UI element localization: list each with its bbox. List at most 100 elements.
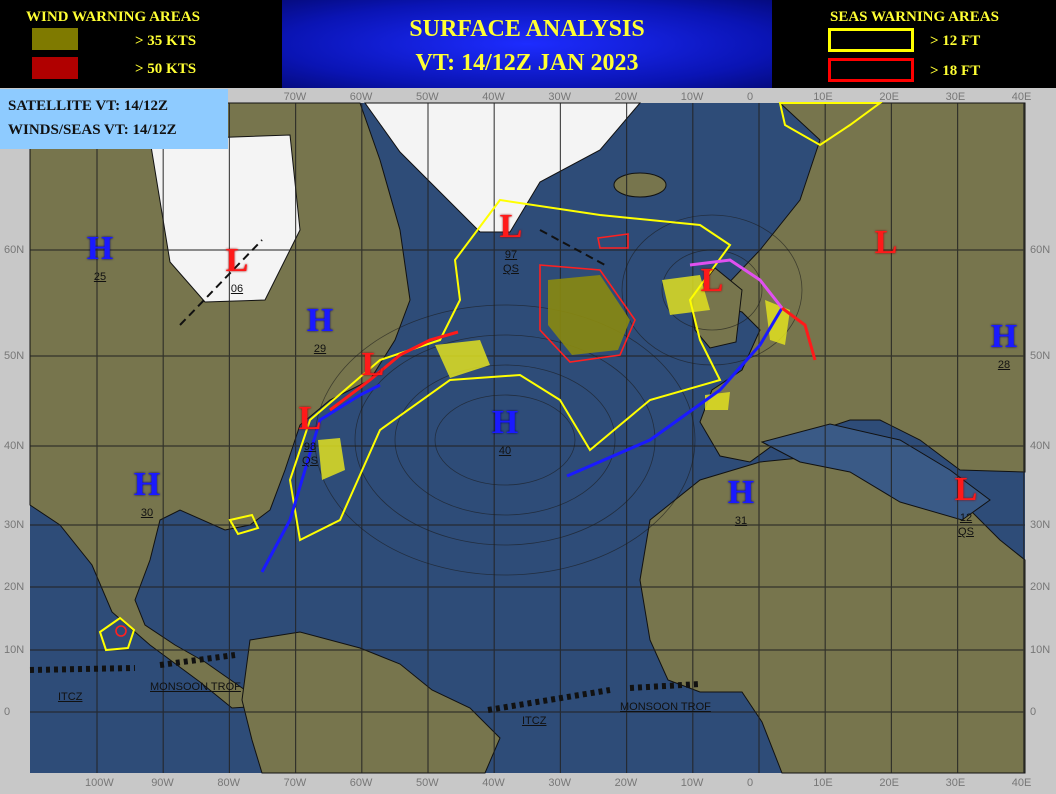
seas-12ft-area	[98, 616, 136, 652]
wind-35kt-area	[705, 392, 730, 410]
latitude-label: 20N	[1030, 581, 1051, 593]
satellite-valid-time: SATELLITE VT: 14/12Z	[8, 98, 169, 114]
longitude-label: 40W	[482, 777, 505, 789]
latitude-label: 60N	[1030, 244, 1051, 256]
seas-12ft-swatch	[828, 28, 914, 52]
surface-trough	[179, 239, 263, 326]
longitude-label: 10W	[680, 91, 704, 103]
longitude-label: 60W	[349, 777, 373, 789]
latitude-label: 0	[1030, 706, 1037, 718]
wind-35kt-area	[318, 438, 345, 480]
pressure-symbol: H	[86, 230, 114, 267]
wind-35kt-area	[548, 275, 630, 355]
seas-18ft-areas	[115, 233, 636, 637]
winds-seas-valid-time: WINDS/SEAS VT: 14/12Z	[8, 122, 177, 138]
pressure-center: L	[692, 260, 732, 302]
latitude-label: 40N	[4, 440, 25, 452]
longitude-label: 50W	[416, 777, 439, 789]
longitude-label: 70W	[283, 777, 307, 789]
pressure-value: 12	[959, 512, 973, 524]
seas-12ft-area	[288, 198, 732, 542]
pressure-value: 40	[498, 445, 512, 457]
pressure-center: L 97 QS	[491, 206, 531, 276]
cold-front	[566, 307, 784, 478]
pressure-value: 29	[313, 343, 327, 355]
longitude-label: 40E	[1011, 91, 1032, 103]
pressure-note: QS	[302, 455, 318, 467]
wind-50kt-label: > 50 KTS	[135, 61, 197, 77]
pressure-center: L	[866, 222, 906, 264]
page-title: SURFACE ANALYSIS	[409, 16, 645, 42]
wind-35kt-swatch	[32, 28, 78, 50]
pressure-symbol: L	[298, 400, 322, 437]
longitude-label: 20E	[879, 777, 899, 789]
pressure-symbol: L	[499, 208, 523, 245]
wind-legend-title: WIND WARNING AREAS	[26, 9, 200, 25]
seas-12ft-area	[778, 102, 884, 147]
pressure-symbol: L	[874, 224, 898, 261]
pressure-center: H 25	[80, 228, 120, 284]
longitude-label: 40E	[1011, 777, 1032, 789]
seas-12ft-label: > 12 FT	[930, 33, 981, 49]
pressure-center: H 28	[984, 316, 1024, 372]
seas-18ft-area	[115, 625, 127, 637]
itcz-line	[29, 665, 136, 673]
cold-front	[260, 383, 381, 573]
seas-12ft-areas	[98, 102, 884, 652]
pressure-center: H 29	[300, 300, 340, 356]
wind-warning-areas	[318, 275, 790, 480]
itcz-label: ITCZ	[58, 691, 83, 703]
pressure-value: 97	[504, 249, 518, 261]
south-america	[241, 631, 501, 774]
latitude-label: 0	[4, 706, 11, 718]
pressure-value: 31	[734, 515, 748, 527]
pressure-symbol: L	[361, 346, 385, 383]
latitude-label: 30N	[4, 519, 25, 531]
monsoon-trough-label: MONSOON TROF	[150, 681, 241, 693]
land-masses	[29, 102, 1026, 774]
pressure-value: 30	[140, 507, 154, 519]
longitude-label: 10E	[813, 777, 833, 789]
longitude-label: 50W	[416, 91, 439, 103]
wind-35kt-label: > 35 KTS	[135, 33, 197, 49]
longitude-label: 40W	[482, 91, 505, 103]
fronts	[29, 229, 817, 713]
monsoon-trough-label: MONSOON TROF	[620, 701, 711, 713]
seas-18ft-area	[539, 264, 636, 363]
seas-warning-legend: SEAS WARNING AREAS > 12 FT > 18 FT	[772, 0, 1056, 88]
pressure-center: H 31	[721, 472, 761, 528]
longitude-label: 70W	[283, 91, 307, 103]
pressure-center: L 06	[217, 240, 257, 296]
latitude-label: 60N	[4, 244, 25, 256]
latitude-label: 10N	[1030, 644, 1051, 656]
valid-time-box: SATELLITE VT: 14/12Z WINDS/SEAS VT: 14/1…	[0, 89, 228, 149]
wind-35kt-area	[765, 300, 790, 345]
pressure-symbol: H	[133, 466, 161, 503]
itcz-label: ITCZ	[522, 715, 547, 727]
title-banner: SURFACE ANALYSIS VT: 14/12Z JAN 2023	[282, 0, 772, 88]
longitude-label: 0	[747, 777, 754, 789]
seas-12ft-area	[228, 513, 260, 536]
longitude-label: 100W	[85, 777, 114, 789]
seas-18ft-swatch	[828, 58, 914, 82]
pressure-value: 28	[997, 359, 1011, 371]
graticule	[30, 103, 1025, 773]
longitude-label: 20W	[614, 91, 638, 103]
wind-35kt-area	[662, 275, 710, 315]
longitude-label: 30W	[548, 777, 572, 789]
wind-warning-legend: WIND WARNING AREAS > 35 KTS > 50 KTS	[0, 0, 282, 88]
pressure-center: H 30	[127, 464, 167, 520]
pressure-symbol: L	[700, 262, 724, 299]
longitude-label: 0	[747, 91, 754, 103]
seas-legend-title: SEAS WARNING AREAS	[830, 9, 999, 25]
latitude-label: 20N	[4, 581, 25, 593]
iceland	[613, 172, 667, 198]
pressure-center: L 12 QS	[946, 469, 986, 539]
longitude-label: 90W	[151, 777, 174, 789]
longitude-label: 60W	[349, 91, 373, 103]
north-america	[29, 102, 411, 709]
pressure-value: 25	[93, 271, 107, 283]
pressure-center: H 40	[485, 402, 525, 458]
pressure-center: L	[353, 344, 393, 386]
pressure-symbol: H	[491, 404, 519, 441]
